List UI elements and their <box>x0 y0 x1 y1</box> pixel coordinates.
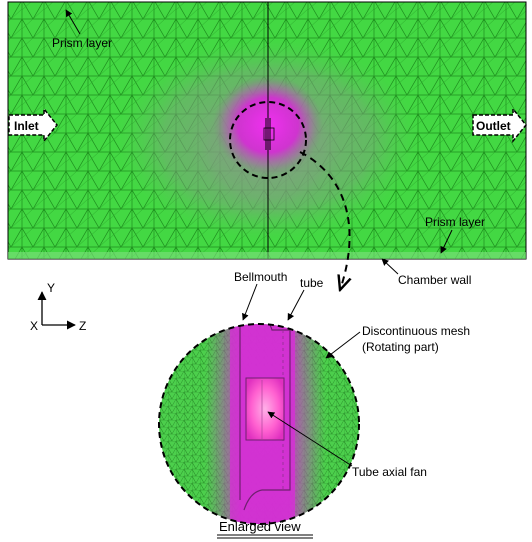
prism-layer-top-label: Prism layer <box>52 9 112 50</box>
zoom-region-circle <box>229 101 307 179</box>
svg-text:Tube axial fan: Tube axial fan <box>352 465 427 479</box>
svg-text:Z: Z <box>79 319 86 333</box>
prism-layer-bottom-label: Prism layer <box>425 215 485 254</box>
svg-text:Chamber wall: Chamber wall <box>398 273 471 287</box>
svg-text:Prism layer: Prism layer <box>425 215 485 229</box>
zoom-connector <box>299 151 350 290</box>
svg-text:tube: tube <box>300 276 324 290</box>
discontinuous-mesh-label: Discontinuous mesh (Rotating part) <box>325 324 470 359</box>
svg-text:Inlet: Inlet <box>14 119 39 133</box>
axis-triad: Y X Z <box>30 281 86 333</box>
svg-text:Discontinuous mesh: Discontinuous mesh <box>362 324 470 338</box>
tube-label: tube <box>287 276 324 321</box>
outlet-arrow: Outlet <box>472 106 527 144</box>
fan-marker-small <box>263 118 275 150</box>
chamber-wall-label: Chamber wall <box>381 258 471 287</box>
fan-rect <box>245 377 285 441</box>
svg-text:X: X <box>30 319 38 333</box>
bellmouth-label: Bellmouth <box>234 270 287 321</box>
svg-text:Bellmouth: Bellmouth <box>234 270 287 284</box>
svg-text:Prism layer: Prism layer <box>52 36 112 50</box>
svg-text:(Rotating part): (Rotating part) <box>362 340 439 354</box>
svg-text:Y: Y <box>47 281 55 295</box>
tube-axial-fan-label: Tube axial fan <box>267 411 427 479</box>
inlet-arrow: Inlet <box>8 106 58 144</box>
svg-text:Enlarged view: Enlarged view <box>219 519 301 534</box>
enlarged-view-caption: Enlarged view <box>217 519 313 539</box>
enlarged-view <box>158 323 360 525</box>
svg-text:Outlet: Outlet <box>476 119 511 133</box>
